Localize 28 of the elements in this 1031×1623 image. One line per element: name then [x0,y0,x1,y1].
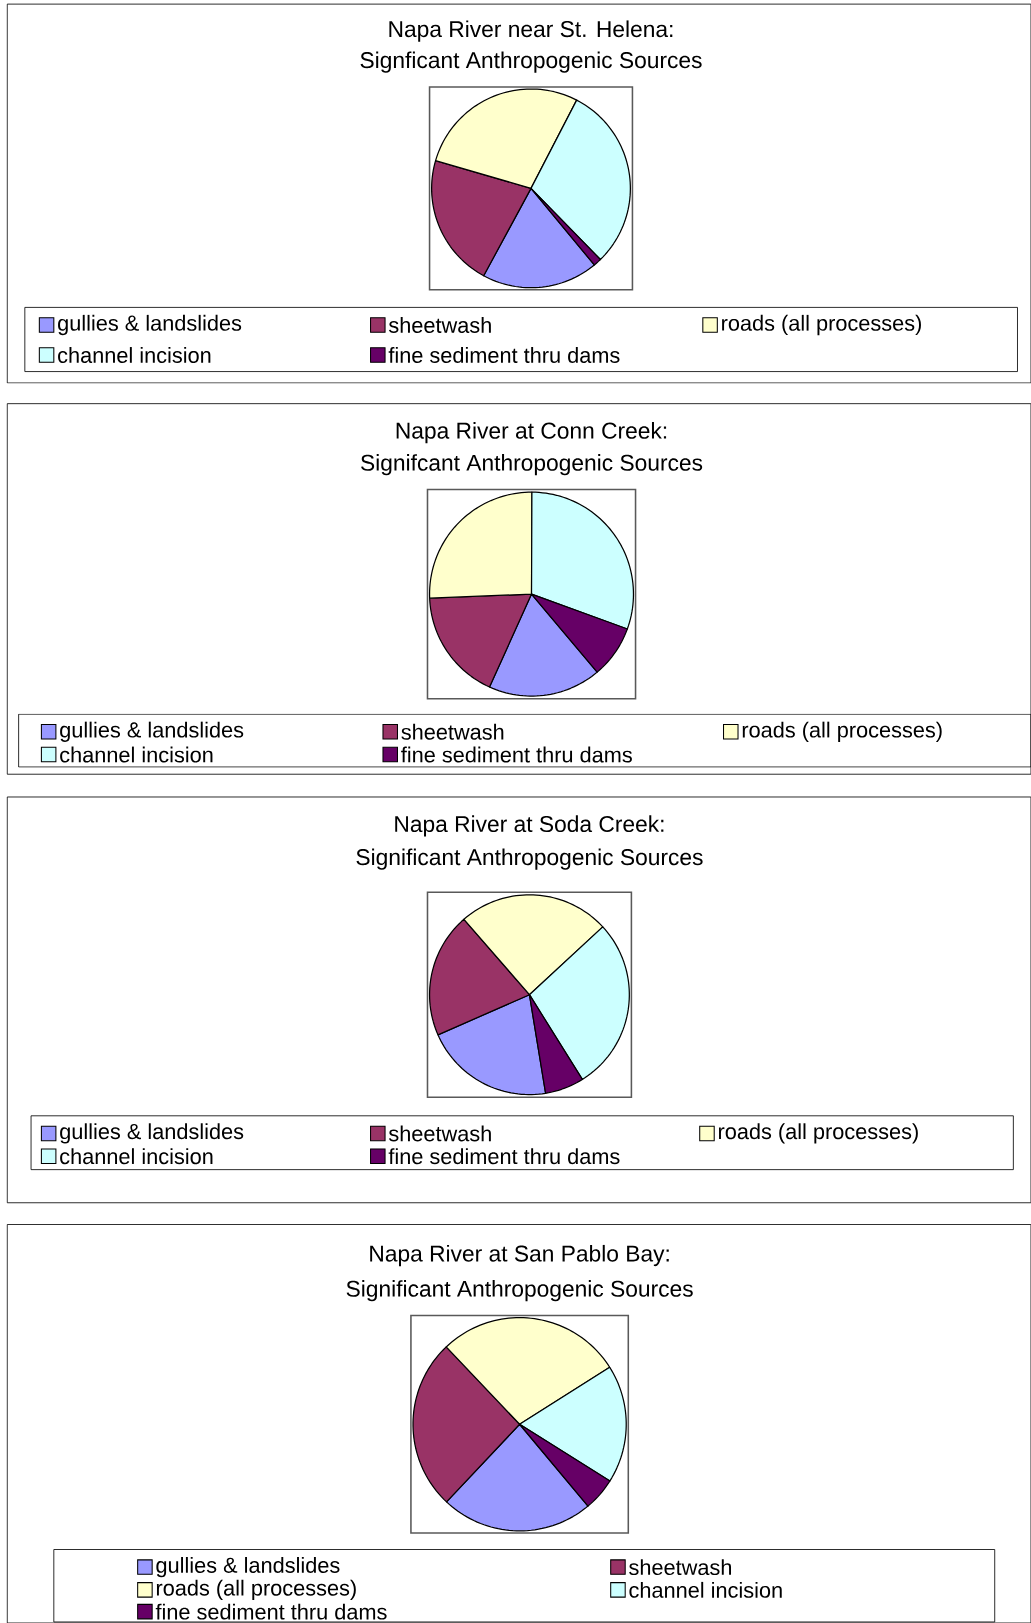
legend-label: fine sediment thru dams [388,347,620,363]
legend-label: gullies & landslides [60,721,244,742]
legend-label: sheetwash [389,317,491,333]
chart-subtitle: Signficant Anthropogenic Sources [360,51,702,73]
legend-label: sheetwash [629,1559,732,1576]
legend-label: channel incision [60,746,213,763]
legend-label: channel incision [60,1148,213,1165]
legend-label: sheetwash [401,723,504,740]
chart-title: Napa River near St. Helena: [389,20,673,42]
legend-label: roads (all processes) [156,1579,356,1601]
legend-label: fine sediment thru dams [155,1603,387,1620]
legend-label: gullies & landslides [60,1123,244,1144]
chart-title: Napa River at Soda Creek: [395,815,664,837]
legend-label: roads (all processes) [719,1123,918,1144]
chart-title: Napa River at Conn Creek: [396,422,667,444]
legend-label: channel incision [58,347,211,363]
legend-label: gullies & landslides [58,314,242,336]
legend-label: fine sediment thru dams [388,1148,620,1165]
legend-label: gullies & landslides [156,1556,340,1578]
legend-label: roads (all processes) [722,314,922,336]
legend-label: roads (all processes) [742,721,942,742]
legend-label: sheetwash [389,1125,491,1142]
chart-subtitle: Significant Anthropogenic Sources [356,848,703,870]
legend-label: fine sediment thru dams [401,746,632,763]
chart-subtitle: Signifcant Anthropogenic Sources [361,454,703,476]
legend-label: channel incision [629,1581,782,1598]
chart-subtitle: Significant Anthropogenic Sources [346,1280,693,1302]
chart-title: Napa River at San Pablo Bay: [370,1244,669,1267]
